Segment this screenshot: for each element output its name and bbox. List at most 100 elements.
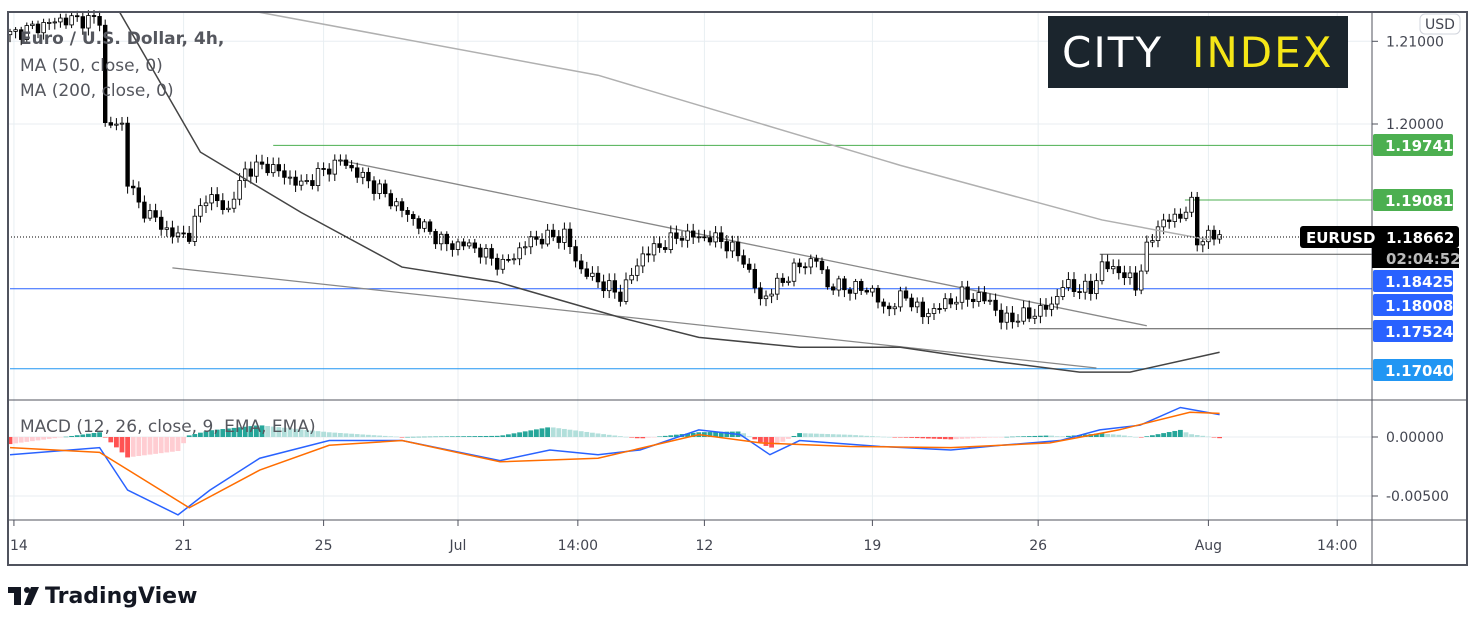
macd-histogram-bar bbox=[752, 437, 758, 440]
macd-histogram-bar bbox=[125, 437, 130, 458]
price-axis-label: -0.00500 bbox=[1386, 489, 1449, 505]
macd-histogram-bar bbox=[41, 437, 46, 440]
macd-histogram-bar bbox=[1155, 434, 1161, 437]
candle-body bbox=[472, 242, 477, 249]
macd-histogram-bar bbox=[450, 436, 455, 437]
macd-histogram-bar bbox=[1010, 436, 1015, 438]
ma200-legend[interactable]: MA (200, close, 0) bbox=[20, 81, 174, 101]
macd-histogram-bar bbox=[702, 432, 707, 437]
candle-body bbox=[959, 286, 965, 303]
tradingview-logo[interactable]: TradingView bbox=[8, 584, 197, 609]
macd-histogram-bar bbox=[181, 437, 186, 444]
macd-histogram-bar bbox=[248, 426, 254, 437]
macd-histogram-bar bbox=[545, 427, 550, 437]
candle-body bbox=[181, 232, 186, 235]
city-index-logo: CITY INDEX bbox=[1048, 16, 1348, 88]
candle-body bbox=[965, 286, 970, 300]
level-price-label bbox=[1373, 134, 1453, 156]
candle-body bbox=[730, 241, 735, 252]
candle-body bbox=[265, 163, 270, 174]
candle-body bbox=[377, 183, 382, 194]
candle-body bbox=[125, 122, 130, 187]
macd-histogram-bar bbox=[1054, 436, 1060, 437]
macd-histogram-bar bbox=[489, 435, 494, 437]
candle-body bbox=[147, 210, 153, 219]
trendlines bbox=[172, 159, 1147, 369]
candle-body bbox=[803, 266, 808, 269]
candle-body bbox=[315, 168, 321, 186]
level-price-text: 1.18008 bbox=[1385, 297, 1453, 315]
macd-histogram-bar bbox=[668, 435, 674, 437]
candle-body bbox=[354, 167, 360, 178]
macd-histogram-bar bbox=[315, 431, 321, 437]
candle-body bbox=[909, 297, 914, 308]
candle-body bbox=[618, 291, 623, 302]
candle-body bbox=[444, 233, 449, 245]
macd-histogram-bar bbox=[623, 436, 629, 438]
candle-body bbox=[976, 292, 981, 302]
candle-body bbox=[707, 237, 713, 243]
ma50-legend[interactable]: MA (50, close, 0) bbox=[20, 56, 163, 76]
candle-body bbox=[438, 233, 444, 245]
candle-body bbox=[758, 287, 763, 300]
candle-body bbox=[416, 218, 421, 229]
macd-histogram-bar bbox=[478, 436, 483, 437]
time-axis-label: 25 bbox=[315, 538, 333, 554]
time-axis-label: 14 bbox=[10, 538, 28, 554]
candle-body bbox=[91, 15, 97, 17]
macd-histogram-bar bbox=[674, 434, 679, 437]
candle-body bbox=[752, 268, 757, 289]
candle-body bbox=[931, 308, 937, 314]
macd-histogram-bar bbox=[573, 430, 578, 437]
symbol-price-label bbox=[1300, 226, 1459, 248]
price-axis[interactable]: 1.21000 1.20000 0.00000 -0.00500 bbox=[1372, 34, 1449, 505]
candle-body bbox=[892, 306, 897, 310]
macd-histogram-bar bbox=[1066, 435, 1071, 437]
candle-body bbox=[808, 258, 813, 268]
macd-histogram-bar bbox=[130, 437, 136, 457]
level-price-label bbox=[1373, 359, 1453, 381]
currency-button[interactable]: USD bbox=[1419, 13, 1461, 35]
candle-body bbox=[847, 289, 853, 294]
macd-histogram-bar bbox=[976, 437, 982, 439]
macd-histogram-bar bbox=[254, 425, 259, 437]
candle-body bbox=[58, 17, 63, 23]
macd-histogram-bar bbox=[584, 431, 590, 437]
candle-body bbox=[388, 193, 393, 207]
candle-body bbox=[47, 22, 52, 24]
macd-histogram-bar bbox=[539, 428, 545, 437]
level-price-label bbox=[1373, 270, 1453, 292]
candle-body bbox=[382, 183, 388, 195]
price-labels: 1.19741 1.19081 1.18425 1.18008 1.17524 1.170… bbox=[1300, 134, 1461, 381]
candle-body bbox=[506, 258, 511, 261]
macd-histogram-bar bbox=[164, 437, 170, 453]
macd-histogram-bar bbox=[562, 428, 567, 437]
candle-body bbox=[103, 24, 108, 124]
candle-body bbox=[1139, 270, 1144, 291]
candle-body bbox=[747, 263, 752, 270]
candle-body bbox=[651, 243, 657, 256]
macd-histogram-bar bbox=[142, 437, 147, 456]
macd-legend[interactable]: MACD (12, 26, close, 9, EMA, EMA) bbox=[20, 417, 316, 437]
macd-histogram-bar bbox=[270, 426, 276, 437]
candle-body bbox=[1211, 229, 1217, 240]
candle-body bbox=[629, 274, 634, 281]
macd-histogram-bar bbox=[1217, 437, 1222, 439]
macd-histogram-bar bbox=[528, 430, 534, 437]
candle-body bbox=[982, 292, 987, 302]
macd-histogram-bar bbox=[321, 431, 326, 437]
time-axis[interactable]: 14 21 25 Jul 14:00 12 19 26 Aug 14:00 bbox=[10, 520, 1357, 554]
candle-body bbox=[114, 123, 119, 126]
candle-body bbox=[1060, 287, 1065, 297]
candle-body bbox=[825, 269, 830, 288]
macd-histogram-bar bbox=[427, 436, 433, 438]
candle-body bbox=[142, 201, 147, 219]
level-price-text: 1.19741 bbox=[1385, 137, 1453, 155]
macd-histogram-bar bbox=[1194, 435, 1200, 437]
candle-body bbox=[663, 247, 668, 250]
candle-body bbox=[192, 215, 197, 242]
svg-text:CITY: CITY bbox=[1062, 28, 1163, 77]
macd-histogram-bar bbox=[220, 429, 226, 437]
macd-histogram-bar bbox=[898, 437, 903, 438]
